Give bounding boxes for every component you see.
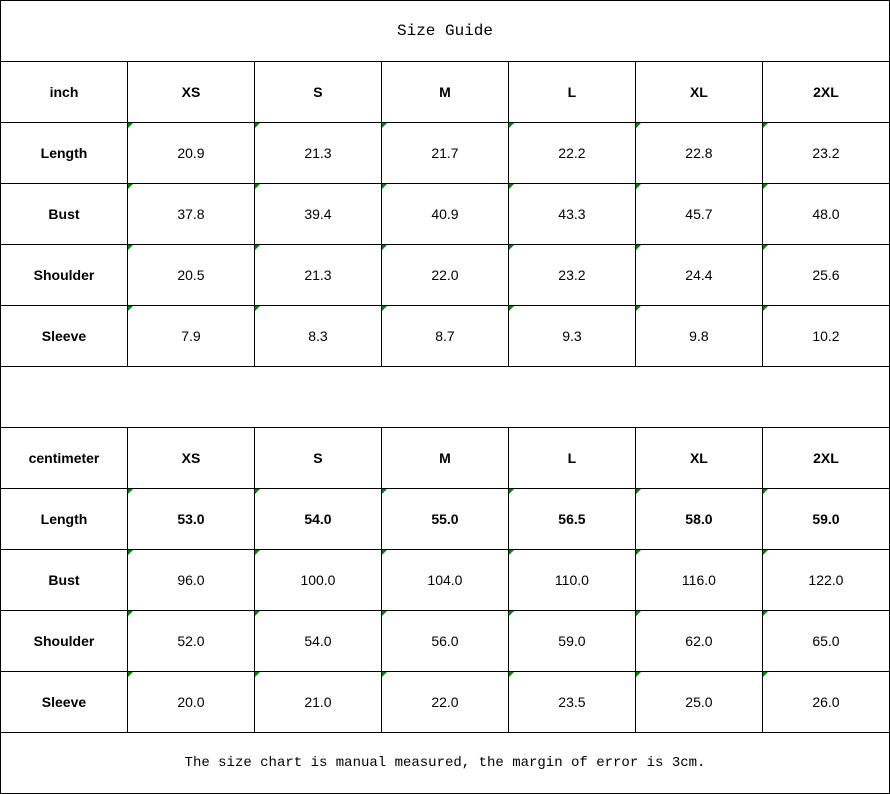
size-header: L bbox=[507, 61, 636, 123]
measurement-value: 23.2 bbox=[761, 122, 890, 184]
measurement-value: 56.5 bbox=[507, 488, 636, 550]
measurement-value: 43.3 bbox=[507, 183, 636, 245]
size-header: M bbox=[380, 61, 509, 123]
spacer-cell bbox=[0, 366, 890, 428]
unit-label: inch bbox=[0, 61, 128, 123]
size-header: XL bbox=[634, 61, 763, 123]
measurement-value: 39.4 bbox=[253, 183, 382, 245]
table-row: Shoulder 20.5 21.3 22.0 23.2 24.4 25.6 bbox=[0, 244, 890, 306]
measurement-value: 62.0 bbox=[634, 610, 763, 672]
measurement-value: 21.3 bbox=[253, 244, 382, 306]
table-row: Sleeve 20.0 21.0 22.0 23.5 25.0 26.0 bbox=[0, 671, 890, 733]
measurement-value: 20.9 bbox=[126, 122, 255, 184]
spacer-row bbox=[0, 366, 890, 428]
measurement-value: 20.0 bbox=[126, 671, 255, 733]
measurement-value: 53.0 bbox=[126, 488, 255, 550]
measurement-value: 58.0 bbox=[634, 488, 763, 550]
size-header: 2XL bbox=[761, 427, 890, 489]
measurement-value: 45.7 bbox=[634, 183, 763, 245]
size-header: M bbox=[380, 427, 509, 489]
measurement-value: 104.0 bbox=[380, 549, 509, 611]
measurement-value: 9.3 bbox=[507, 305, 636, 367]
size-header: S bbox=[253, 427, 382, 489]
unit-label: centimeter bbox=[0, 427, 128, 489]
measurement-label: Sleeve bbox=[0, 671, 128, 733]
measurement-value: 59.0 bbox=[507, 610, 636, 672]
measurement-value: 24.4 bbox=[634, 244, 763, 306]
measurement-value: 22.2 bbox=[507, 122, 636, 184]
measurement-value: 21.7 bbox=[380, 122, 509, 184]
size-header: 2XL bbox=[761, 61, 890, 123]
measurement-value: 21.3 bbox=[253, 122, 382, 184]
cm-header-row: centimeter XS S M L XL 2XL bbox=[0, 427, 890, 489]
measurement-value: 25.6 bbox=[761, 244, 890, 306]
title-row: Size Guide bbox=[0, 0, 890, 62]
size-header: XS bbox=[126, 61, 255, 123]
table-row: Bust 96.0 100.0 104.0 110.0 116.0 122.0 bbox=[0, 549, 890, 611]
table-row: Length 20.9 21.3 21.7 22.2 22.8 23.2 bbox=[0, 122, 890, 184]
measurement-label: Bust bbox=[0, 183, 128, 245]
measurement-value: 110.0 bbox=[507, 549, 636, 611]
measurement-value: 54.0 bbox=[253, 488, 382, 550]
measurement-value: 26.0 bbox=[761, 671, 890, 733]
note-row: The size chart is manual measured, the m… bbox=[0, 732, 890, 794]
measurement-value: 56.0 bbox=[380, 610, 509, 672]
measurement-value: 9.8 bbox=[634, 305, 763, 367]
measurement-value: 22.0 bbox=[380, 244, 509, 306]
measurement-value: 23.5 bbox=[507, 671, 636, 733]
measurement-label: Shoulder bbox=[0, 610, 128, 672]
page-title: Size Guide bbox=[0, 0, 890, 62]
measurement-label: Shoulder bbox=[0, 244, 128, 306]
measurement-value: 37.8 bbox=[126, 183, 255, 245]
measurement-note: The size chart is manual measured, the m… bbox=[0, 732, 890, 794]
size-header: XS bbox=[126, 427, 255, 489]
table-row: Shoulder 52.0 54.0 56.0 59.0 62.0 65.0 bbox=[0, 610, 890, 672]
measurement-value: 8.3 bbox=[253, 305, 382, 367]
measurement-value: 22.8 bbox=[634, 122, 763, 184]
measurement-value: 55.0 bbox=[380, 488, 509, 550]
measurement-value: 48.0 bbox=[761, 183, 890, 245]
measurement-value: 8.7 bbox=[380, 305, 509, 367]
measurement-value: 7.9 bbox=[126, 305, 255, 367]
measurement-value: 54.0 bbox=[253, 610, 382, 672]
measurement-label: Bust bbox=[0, 549, 128, 611]
table-row: Length 53.0 54.0 55.0 56.5 58.0 59.0 bbox=[0, 488, 890, 550]
measurement-value: 20.5 bbox=[126, 244, 255, 306]
measurement-value: 116.0 bbox=[634, 549, 763, 611]
size-header: XL bbox=[634, 427, 763, 489]
measurement-value: 40.9 bbox=[380, 183, 509, 245]
size-header: S bbox=[253, 61, 382, 123]
measurement-value: 122.0 bbox=[761, 549, 890, 611]
measurement-label: Length bbox=[0, 488, 128, 550]
measurement-value: 65.0 bbox=[761, 610, 890, 672]
measurement-value: 21.0 bbox=[253, 671, 382, 733]
table-row: Sleeve 7.9 8.3 8.7 9.3 9.8 10.2 bbox=[0, 305, 890, 367]
measurement-value: 59.0 bbox=[761, 488, 890, 550]
size-header: L bbox=[507, 427, 636, 489]
inch-header-row: inch XS S M L XL 2XL bbox=[0, 61, 890, 123]
measurement-value: 96.0 bbox=[126, 549, 255, 611]
measurement-label: Sleeve bbox=[0, 305, 128, 367]
measurement-value: 52.0 bbox=[126, 610, 255, 672]
measurement-value: 22.0 bbox=[380, 671, 509, 733]
measurement-value: 25.0 bbox=[634, 671, 763, 733]
measurement-label: Length bbox=[0, 122, 128, 184]
measurement-value: 10.2 bbox=[761, 305, 890, 367]
table-row: Bust 37.8 39.4 40.9 43.3 45.7 48.0 bbox=[0, 183, 890, 245]
measurement-value: 100.0 bbox=[253, 549, 382, 611]
measurement-value: 23.2 bbox=[507, 244, 636, 306]
